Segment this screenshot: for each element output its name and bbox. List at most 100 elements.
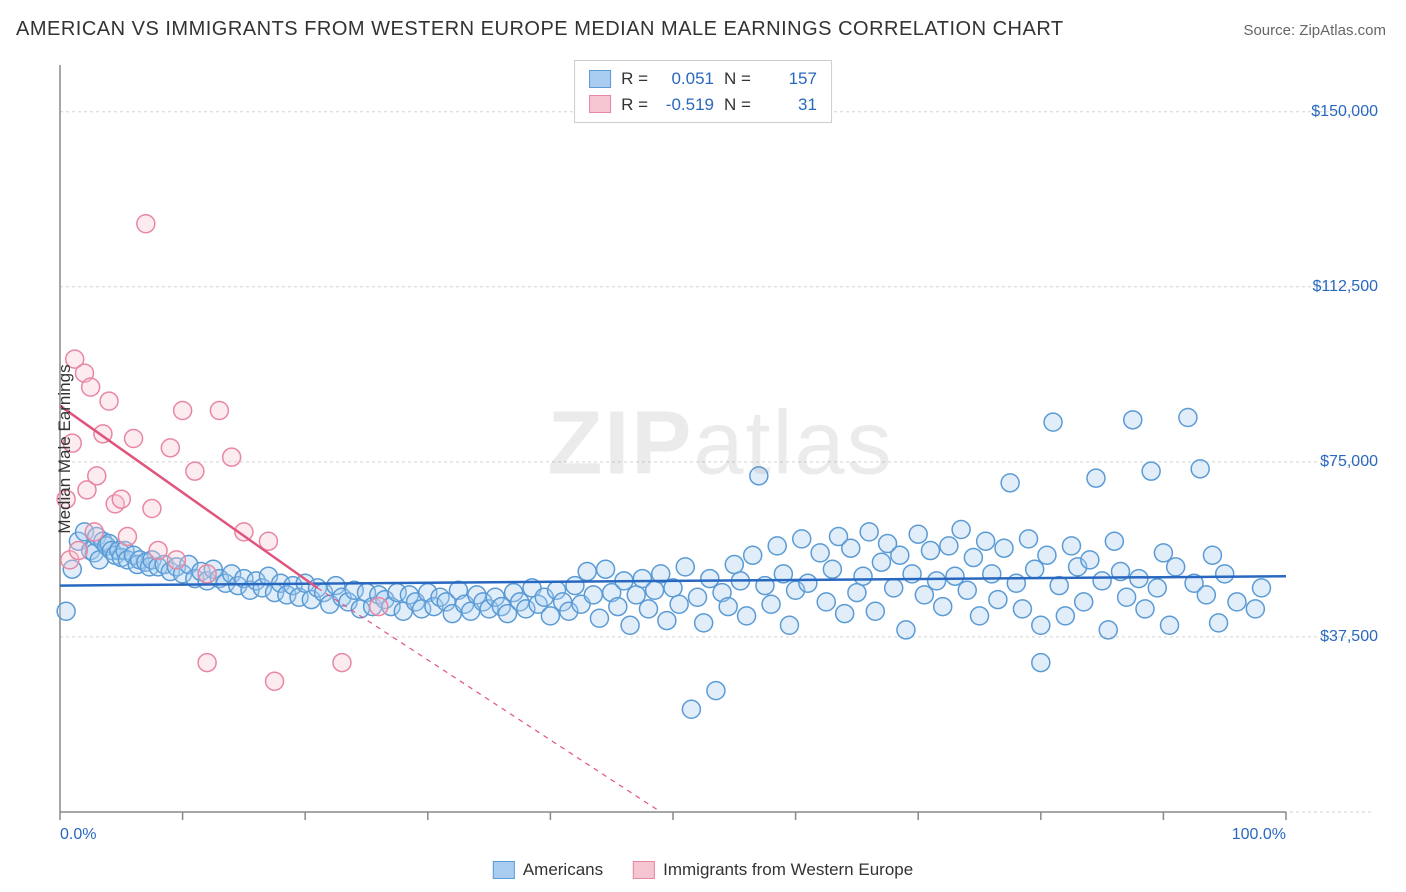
legend-item: Americans <box>493 860 603 880</box>
x-tick-label: 100.0% <box>1232 826 1286 844</box>
data-point <box>860 523 878 541</box>
data-point <box>370 598 388 616</box>
data-point <box>210 401 228 419</box>
data-point <box>836 605 854 623</box>
data-point <box>977 532 995 550</box>
n-label: N = <box>724 66 751 92</box>
data-point <box>1032 616 1050 634</box>
data-point <box>1142 462 1160 480</box>
scatter-chart <box>55 55 1386 842</box>
data-point <box>1246 600 1264 618</box>
data-point <box>940 537 958 555</box>
n-value: 31 <box>761 92 817 118</box>
data-point <box>198 654 216 672</box>
data-point <box>1228 593 1246 611</box>
data-point <box>1099 621 1117 639</box>
x-tick-label: 0.0% <box>60 826 96 844</box>
data-point <box>768 537 786 555</box>
data-point <box>817 593 835 611</box>
data-point <box>958 581 976 599</box>
data-point <box>670 595 688 613</box>
series-legend: Americans Immigrants from Western Europe <box>493 860 913 880</box>
data-point <box>143 500 161 518</box>
data-point <box>1118 588 1136 606</box>
chart-title: AMERICAN VS IMMIGRANTS FROM WESTERN EURO… <box>16 18 1064 41</box>
legend-swatch <box>589 70 611 88</box>
data-point <box>934 598 952 616</box>
legend-swatch <box>633 861 655 879</box>
data-point <box>1179 408 1197 426</box>
data-point <box>891 546 909 564</box>
data-point <box>799 574 817 592</box>
data-point <box>1056 607 1074 625</box>
data-point <box>223 448 241 466</box>
data-point <box>1075 593 1093 611</box>
data-point <box>1044 413 1062 431</box>
data-point <box>1124 411 1142 429</box>
data-point <box>1038 546 1056 564</box>
data-point <box>1210 614 1228 632</box>
data-point <box>118 528 136 546</box>
data-point <box>578 563 596 581</box>
stats-row: R =-0.519N =31 <box>589 92 817 118</box>
data-point <box>750 467 768 485</box>
data-point <box>995 539 1013 557</box>
data-point <box>333 654 351 672</box>
data-point <box>964 549 982 567</box>
data-point <box>854 567 872 585</box>
chart-container: Median Male Earnings ZIPatlas 0.0%100.0%… <box>55 55 1386 842</box>
data-point <box>682 700 700 718</box>
data-point <box>57 602 75 620</box>
data-point <box>1136 600 1154 618</box>
data-point <box>1001 474 1019 492</box>
legend-label: Immigrants from Western Europe <box>663 860 913 880</box>
data-point <box>909 525 927 543</box>
r-label: R = <box>621 66 648 92</box>
source-attribution: Source: ZipAtlas.com <box>1243 22 1386 39</box>
data-point <box>112 490 130 508</box>
data-point <box>198 565 216 583</box>
data-point <box>266 672 284 690</box>
trend-line-extension <box>317 588 660 812</box>
data-point <box>842 539 860 557</box>
data-point <box>707 682 725 700</box>
y-tick-label: $112,500 <box>1312 278 1378 296</box>
data-point <box>186 462 204 480</box>
data-point <box>584 586 602 604</box>
y-axis-label: Median Male Earnings <box>55 364 75 533</box>
data-point <box>1148 579 1166 597</box>
data-point <box>952 521 970 539</box>
data-point <box>1081 551 1099 569</box>
legend-swatch <box>493 861 515 879</box>
data-point <box>125 430 143 448</box>
data-point <box>167 551 185 569</box>
data-point <box>174 401 192 419</box>
data-point <box>725 556 743 574</box>
data-point <box>695 614 713 632</box>
data-point <box>590 609 608 627</box>
data-point <box>971 607 989 625</box>
data-point <box>658 612 676 630</box>
stats-row: R =0.051N =157 <box>589 66 817 92</box>
n-value: 157 <box>761 66 817 92</box>
data-point <box>597 560 615 578</box>
data-point <box>1191 460 1209 478</box>
data-point <box>780 616 798 634</box>
data-point <box>811 544 829 562</box>
data-point <box>689 588 707 606</box>
data-point <box>646 581 664 599</box>
data-point <box>1087 469 1105 487</box>
data-point <box>762 595 780 613</box>
data-point <box>1062 537 1080 555</box>
data-point <box>609 598 627 616</box>
data-point <box>85 523 103 541</box>
legend-label: Americans <box>523 860 603 880</box>
data-point <box>921 542 939 560</box>
data-point <box>1203 546 1221 564</box>
data-point <box>82 378 100 396</box>
data-point <box>1197 586 1215 604</box>
data-point <box>1032 654 1050 672</box>
data-point <box>848 584 866 602</box>
data-point <box>161 439 179 457</box>
data-point <box>885 579 903 597</box>
